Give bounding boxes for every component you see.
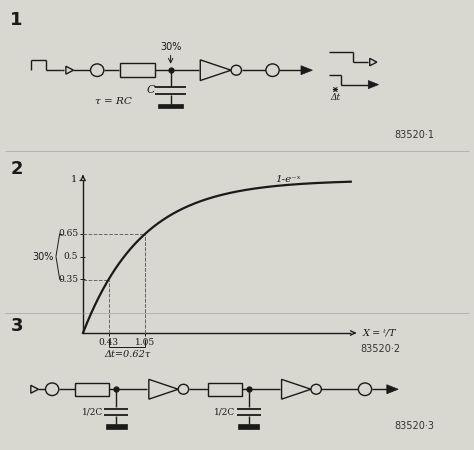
Polygon shape	[200, 60, 231, 81]
Text: 3: 3	[10, 317, 23, 335]
Text: C: C	[147, 86, 155, 95]
Polygon shape	[282, 379, 311, 399]
Text: Δt: Δt	[330, 93, 340, 102]
Polygon shape	[66, 66, 73, 74]
Circle shape	[231, 65, 241, 75]
Circle shape	[266, 64, 279, 76]
Text: 30%: 30%	[160, 42, 182, 52]
Text: 0.43: 0.43	[99, 338, 118, 347]
Bar	[238, 424, 259, 429]
Text: 1: 1	[71, 176, 77, 184]
Text: 1/2C: 1/2C	[214, 407, 236, 416]
Polygon shape	[149, 379, 178, 399]
Polygon shape	[368, 81, 379, 89]
Bar	[119, 63, 155, 77]
Text: 1.05: 1.05	[135, 338, 155, 347]
Text: 0.35: 0.35	[58, 275, 78, 284]
Text: X = ᵗ/T: X = ᵗ/T	[363, 328, 396, 338]
Circle shape	[91, 64, 104, 76]
Text: Δt=0.62τ: Δt=0.62τ	[104, 350, 150, 359]
Text: 1/2C: 1/2C	[82, 407, 103, 416]
Bar	[106, 424, 127, 429]
Text: 83520·3: 83520·3	[395, 421, 435, 431]
Circle shape	[178, 384, 189, 394]
Text: 83520·1: 83520·1	[395, 130, 435, 140]
Bar	[75, 382, 109, 396]
Text: R: R	[220, 383, 230, 396]
Polygon shape	[31, 385, 38, 393]
Text: 83520·2: 83520·2	[360, 344, 401, 354]
Circle shape	[311, 384, 321, 394]
Circle shape	[358, 383, 372, 396]
Text: 2: 2	[10, 160, 23, 178]
Polygon shape	[387, 385, 398, 394]
Circle shape	[46, 383, 59, 396]
Text: R: R	[132, 64, 143, 76]
Text: 0.65: 0.65	[58, 229, 78, 238]
Text: τ = RC: τ = RC	[95, 97, 132, 106]
Text: 1: 1	[10, 11, 23, 29]
Text: 30%: 30%	[32, 252, 54, 261]
Polygon shape	[370, 58, 377, 66]
Text: 1-e⁻ˣ: 1-e⁻ˣ	[276, 175, 301, 184]
Text: R: R	[88, 383, 97, 396]
Bar	[158, 104, 183, 108]
Polygon shape	[301, 66, 312, 75]
Bar	[208, 382, 242, 396]
Text: 0.5: 0.5	[64, 252, 78, 261]
